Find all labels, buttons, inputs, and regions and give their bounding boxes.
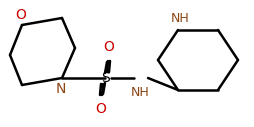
Text: S: S — [101, 71, 109, 85]
Text: NH: NH — [131, 86, 149, 99]
Text: O: O — [104, 40, 115, 54]
Text: NH: NH — [171, 12, 189, 25]
Text: O: O — [15, 8, 26, 22]
Text: N: N — [56, 82, 66, 96]
Text: O: O — [96, 102, 106, 116]
